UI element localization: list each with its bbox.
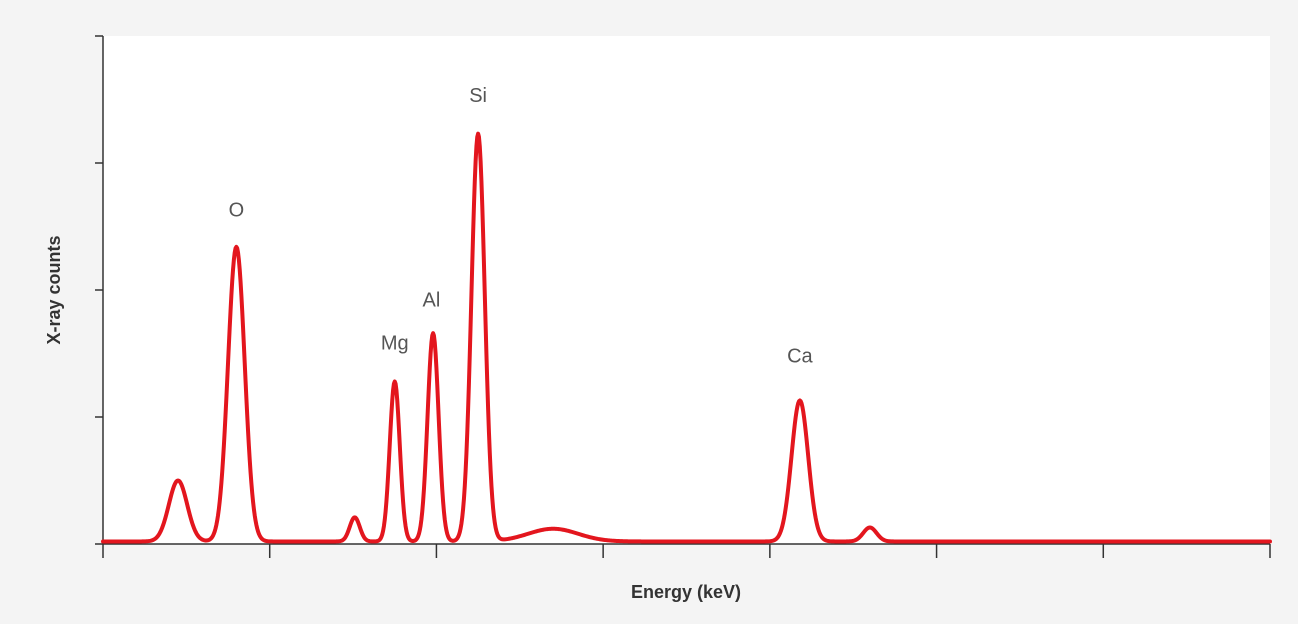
plot-area-background xyxy=(103,36,1270,544)
y-axis-ticks xyxy=(95,35,103,545)
peak-labels: O Mg Al Si Ca xyxy=(229,85,814,367)
x-axis-ticks xyxy=(102,544,1271,558)
x-axis-title: Energy (keV) xyxy=(631,582,741,602)
peak-label-ca: Ca xyxy=(787,345,813,367)
y-axis-title: X-ray counts xyxy=(44,235,64,344)
peak-label-o: O xyxy=(229,199,245,221)
peak-label-mg: Mg xyxy=(381,333,409,355)
spectrum-series-line xyxy=(101,131,1272,544)
peak-label-al: Al xyxy=(423,290,441,312)
peak-label-si: Si xyxy=(469,85,487,107)
